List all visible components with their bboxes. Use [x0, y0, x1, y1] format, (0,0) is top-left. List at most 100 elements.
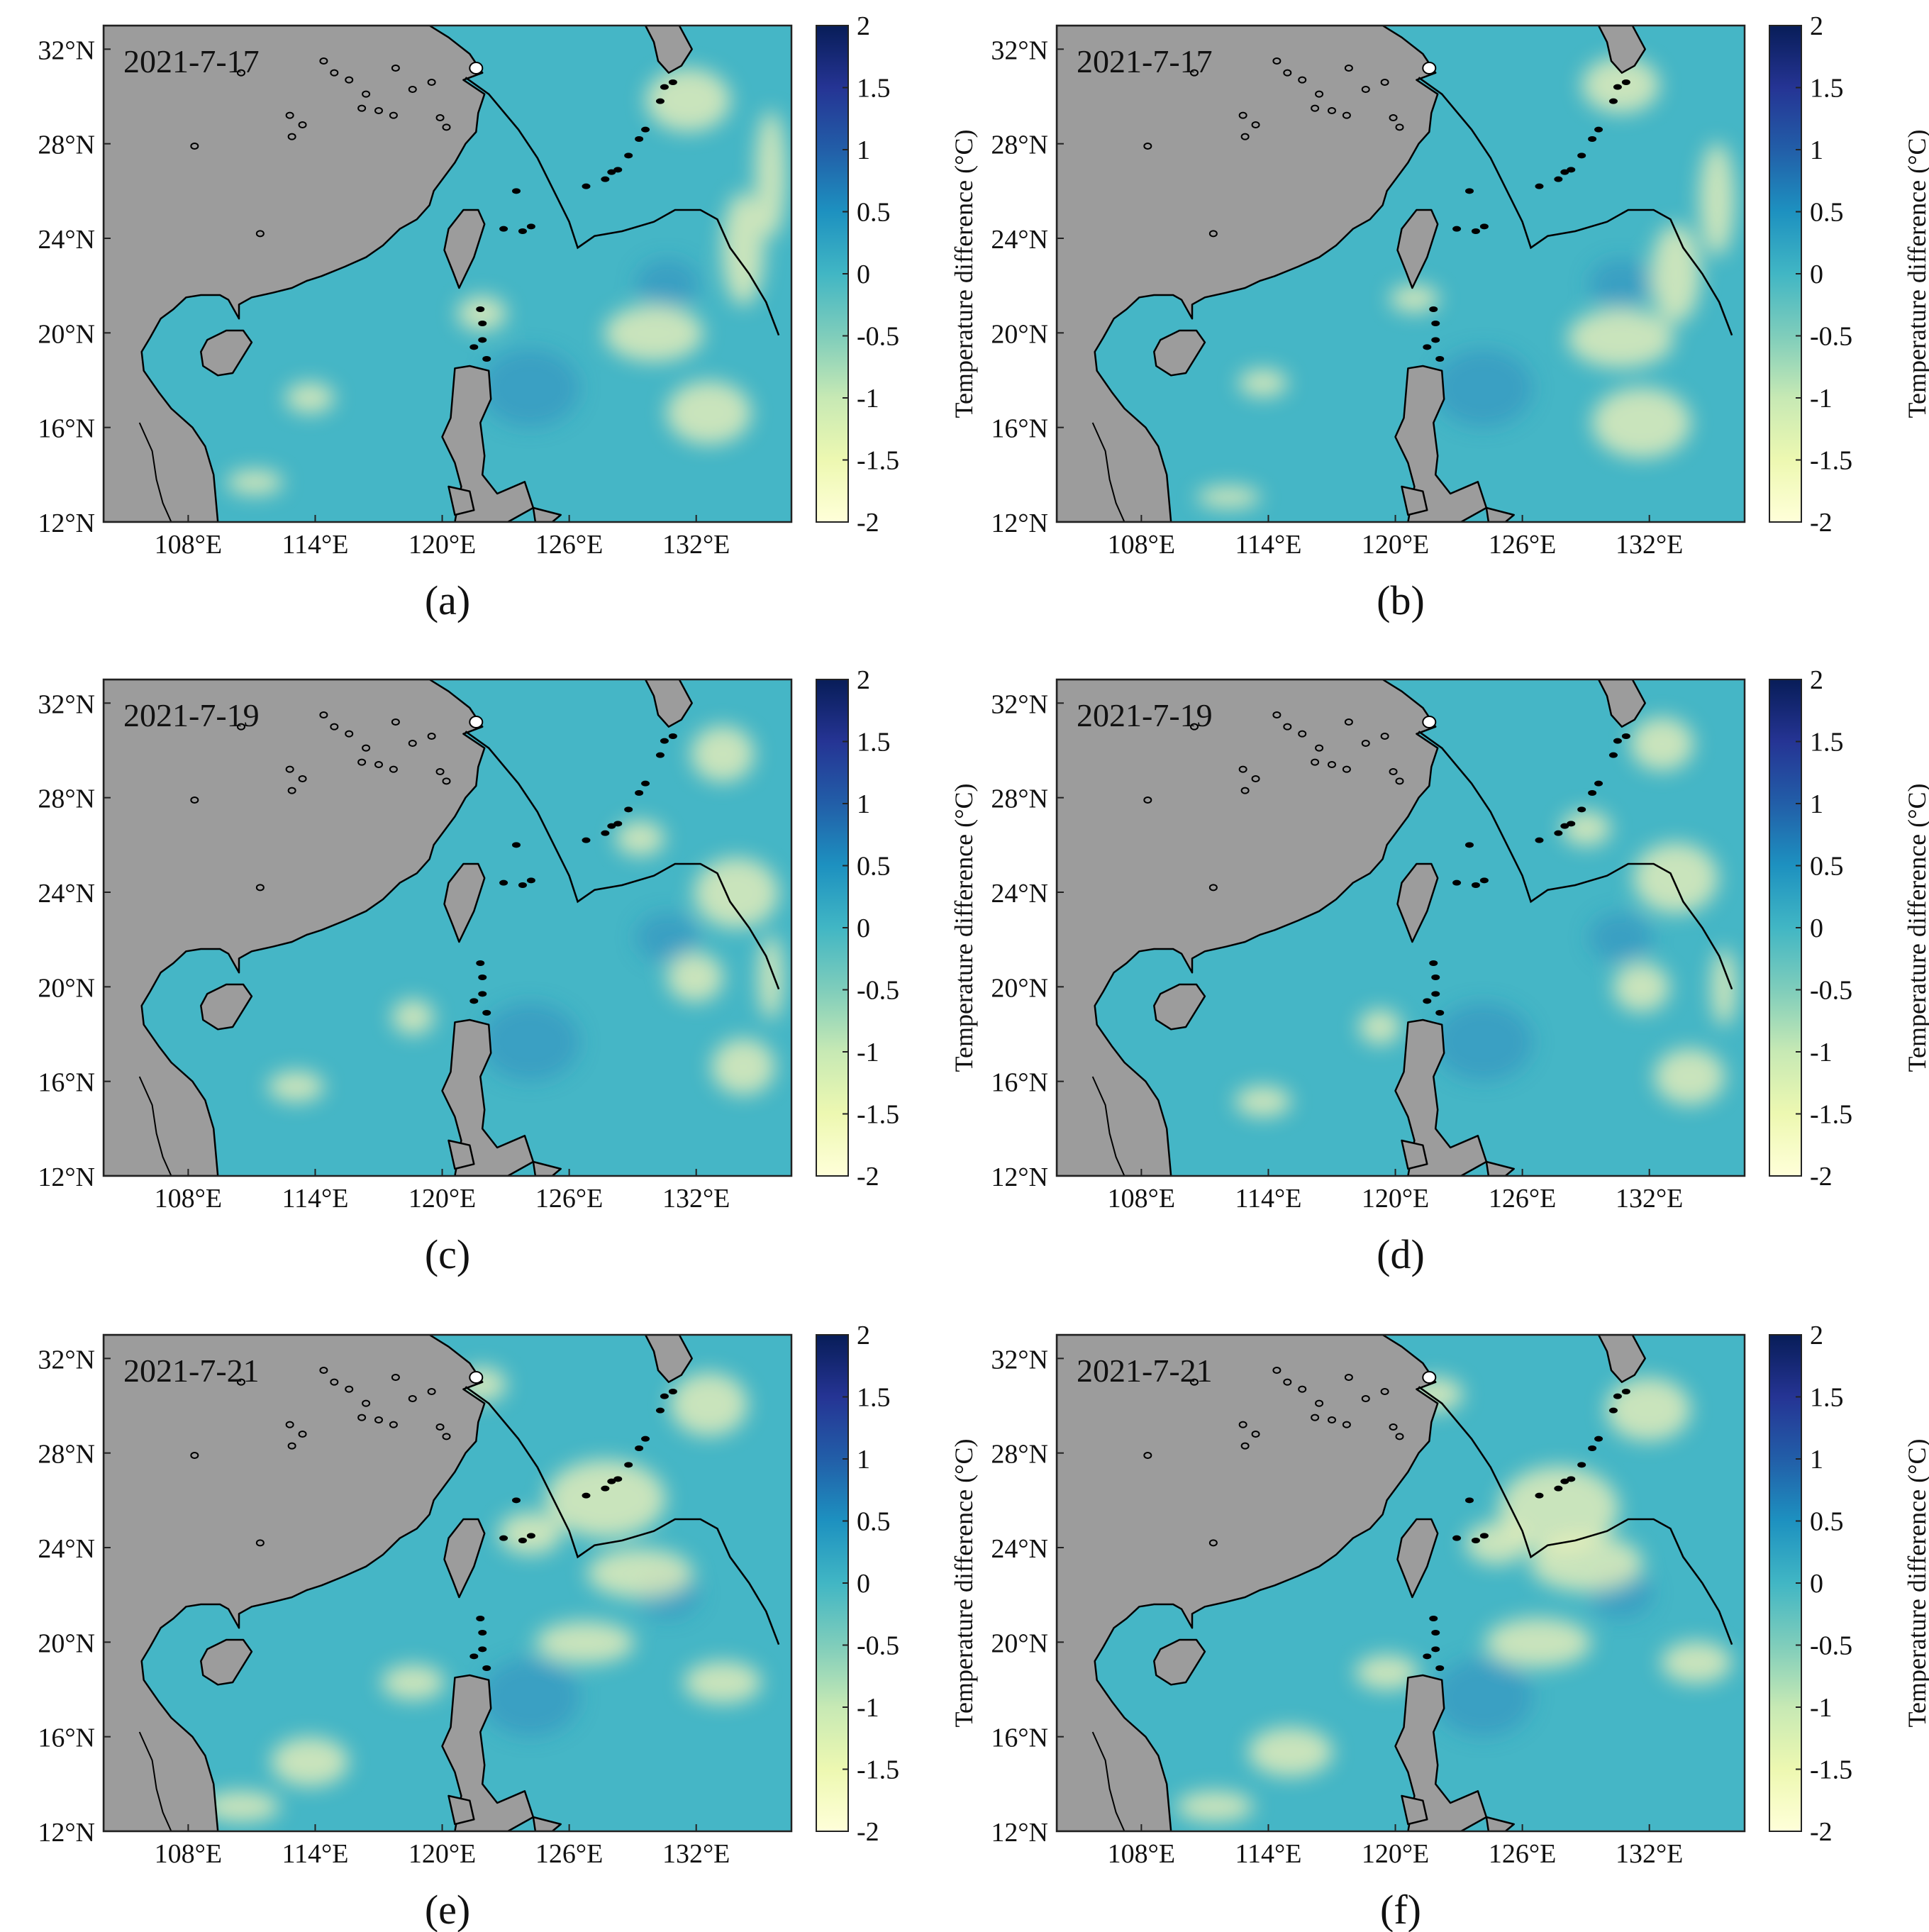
- colorbar-tick-label: 2: [1810, 11, 1823, 41]
- luzon-island: [441, 1674, 535, 1831]
- latitude-tick-label: 20°N: [991, 973, 1048, 1003]
- latitude-tick-label: 20°N: [38, 1628, 95, 1658]
- latitude-tick-label: 16°N: [38, 414, 95, 444]
- temperature-anomaly-field: [202, 1367, 762, 1822]
- colorbar-tick-label: 2: [857, 1321, 870, 1350]
- temperature-anomaly-field: [1176, 1377, 1733, 1822]
- longitude-tick-label: 120°E: [408, 1839, 476, 1869]
- temperature-anomaly-field: [1235, 717, 1737, 1117]
- longitude-tick-label: 114°E: [282, 1839, 348, 1869]
- panel-date-label: 2021-7-19: [123, 697, 260, 733]
- colorbar: 2 1.5 1 0.5 0 -0.5 -1 -1.5 -2 Temperature differe…: [1769, 665, 1929, 1192]
- samar-island: [1485, 1160, 1515, 1176]
- colorbar: 2 1.5 1 0.5 0 -0.5 -1 -1.5 -2 Temperature differe…: [816, 665, 978, 1192]
- hainan-island: [1153, 983, 1206, 1031]
- colorbar-tick-label: -1.5: [857, 1100, 899, 1130]
- colorbar-tick-label: 0.5: [857, 852, 891, 882]
- luzon-island: [1394, 365, 1488, 522]
- yangtze-estuary: [469, 62, 484, 74]
- longitude-tick-label: 132°E: [662, 1839, 730, 1869]
- small-islands: [1423, 733, 1630, 1016]
- colorbar-tick-label: 1.5: [857, 728, 891, 757]
- luzon-island: [441, 1018, 535, 1176]
- vietnam-border: [1091, 1731, 1125, 1831]
- colorbar-tick-label: 0: [857, 1569, 870, 1599]
- hainan-island: [200, 1638, 253, 1686]
- yangtze-estuary: [469, 1371, 484, 1384]
- colorbar-tick-label: 1.5: [1810, 74, 1844, 104]
- latitude-tick-label: 24°N: [38, 225, 95, 255]
- latitude-tick-label: 28°N: [991, 1440, 1048, 1470]
- taiwan-island: [443, 1518, 486, 1599]
- mindoro-island: [1401, 1794, 1428, 1826]
- inland-lakes: [1143, 57, 1404, 238]
- luzon-island: [1394, 1674, 1488, 1831]
- panel-date-label: 2021-7-21: [123, 1353, 260, 1389]
- colorbar: 2 1.5 1 0.5 0 -0.5 -1 -1.5 -2 Temperature differe…: [816, 1321, 978, 1847]
- colorbar-tick-label: -2: [857, 508, 879, 538]
- colorbar-title: Temperature difference (°C): [1903, 784, 1929, 1072]
- longitude-tick-label: 114°E: [282, 530, 348, 560]
- colorbar-tick-label: 0.5: [1810, 1507, 1844, 1537]
- land-masses: [1057, 26, 1646, 522]
- inland-lakes: [190, 57, 451, 238]
- hainan-island: [200, 983, 253, 1031]
- land-masses: [1057, 1335, 1646, 1831]
- longitude-tick-label: 114°E: [1235, 530, 1301, 560]
- colorbar-tick-label: -1.5: [1810, 446, 1852, 476]
- mindoro-island: [447, 1139, 475, 1170]
- colorbar-tick-label: 2: [857, 11, 870, 41]
- longitude-tick-label: 114°E: [282, 1184, 348, 1214]
- colorbar-tick-label: -1.5: [1810, 1100, 1852, 1130]
- latitude-tick-label: 28°N: [991, 784, 1048, 814]
- latitude-tick-label: 24°N: [991, 225, 1048, 255]
- latitude-tick-label: 20°N: [38, 319, 95, 349]
- latitude-tick-label: 12°N: [991, 1818, 1048, 1848]
- colorbar-tick-label: 1: [1810, 1445, 1823, 1475]
- colorbar-tick-label: -1: [857, 1693, 879, 1723]
- latitude-tick-label: 32°N: [38, 689, 95, 719]
- yangtze-estuary: [469, 716, 484, 728]
- latitude-tick-label: 12°N: [991, 1162, 1048, 1192]
- colorbar-tick-label: -0.5: [1810, 976, 1852, 1006]
- latitude-tick-label: 20°N: [38, 973, 95, 1003]
- longitude-tick-label: 120°E: [408, 530, 476, 560]
- colorbar-tick-label: 0: [1810, 1569, 1823, 1599]
- kyushu-island: [644, 26, 693, 74]
- mainland-china: [104, 26, 486, 522]
- colorbar-title: Temperature difference (°C): [1903, 1439, 1929, 1728]
- colorbar-tick-label: -2: [857, 1162, 879, 1192]
- latitude-tick-label: 20°N: [991, 319, 1048, 349]
- shelf-boundary-line: [465, 731, 780, 990]
- colorbar-tick-label: 1.5: [857, 1383, 891, 1413]
- colorbar-title: Temperature difference (°C): [950, 1439, 978, 1728]
- longitude-tick-label: 120°E: [1362, 1839, 1429, 1869]
- panel-date-label: 2021-7-21: [1077, 1353, 1213, 1389]
- colorbar-tick-label: 0.5: [857, 198, 891, 228]
- luzon-island: [441, 365, 535, 522]
- latitude-tick-label: 12°N: [991, 509, 1048, 538]
- hainan-island: [200, 329, 253, 377]
- colorbar: 2 1.5 1 0.5 0 -0.5 -1 -1.5 -2 Temperature differe…: [1769, 11, 1929, 538]
- mainland-china: [1057, 26, 1439, 522]
- longitude-tick-label: 108°E: [1108, 1839, 1175, 1869]
- yangtze-estuary: [1422, 716, 1437, 728]
- map-frame: [102, 1333, 793, 1833]
- colorbar-tick-label: -2: [1810, 508, 1833, 538]
- colorbar-title: Temperature difference (°C): [950, 784, 978, 1072]
- map-area: [104, 26, 791, 522]
- temperature-anomaly-field: [267, 726, 784, 1102]
- colorbar-tick-label: -2: [1810, 1817, 1833, 1847]
- latitude-tick-label: 32°N: [38, 35, 95, 65]
- map-frame: [1055, 1333, 1746, 1833]
- colorbar-tick-label: 2: [857, 665, 870, 695]
- luzon-island: [1394, 1018, 1488, 1176]
- colorbar-tick-label: 0: [857, 260, 870, 289]
- colorbar-tick-label: 1.5: [1810, 728, 1844, 757]
- colorbar-tick-label: 2: [1810, 1321, 1823, 1350]
- latitude-tick-label: 16°N: [38, 1723, 95, 1753]
- shelf-boundary-line: [465, 1386, 780, 1645]
- temperature-anomaly-field: [1196, 57, 1735, 509]
- colorbar-tick-label: 0.5: [1810, 198, 1844, 228]
